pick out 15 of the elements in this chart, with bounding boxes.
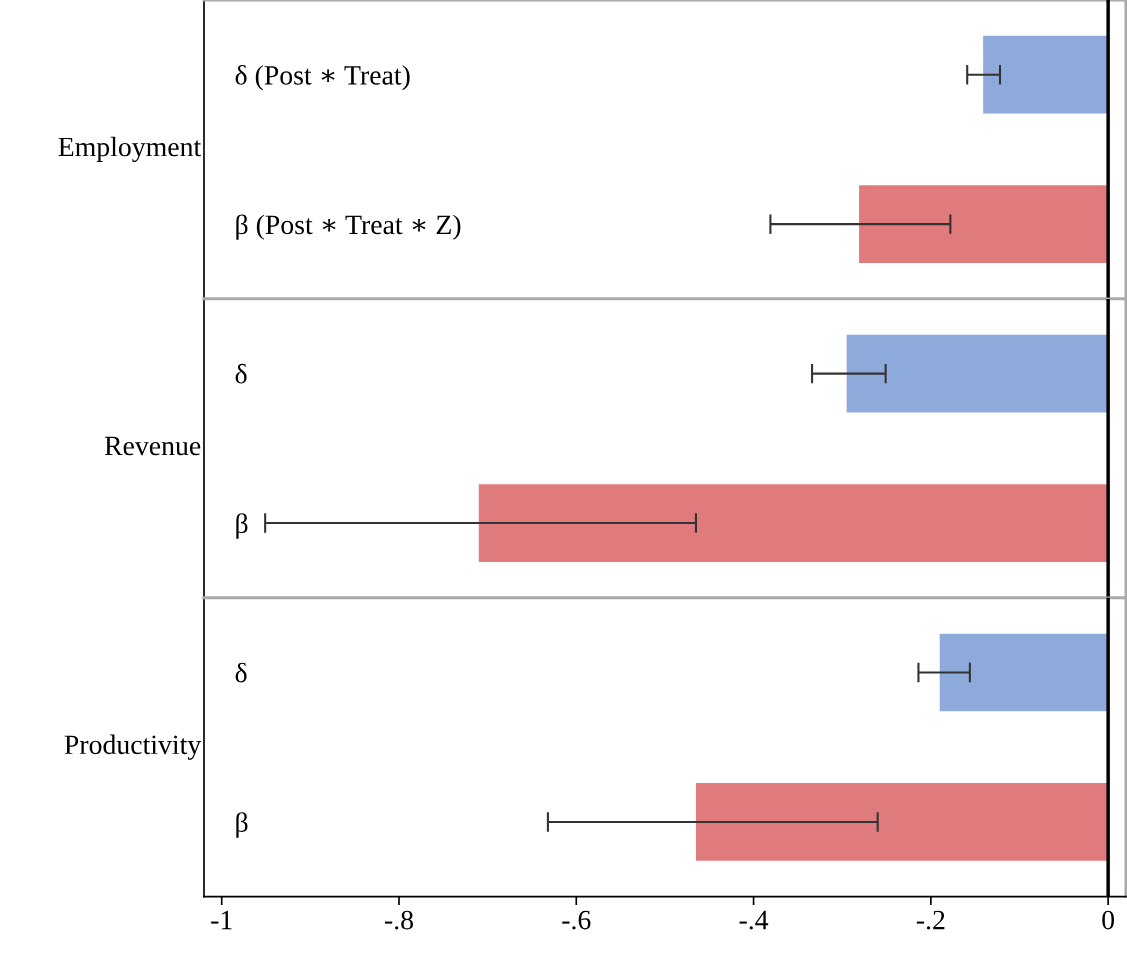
- y-axis-title: Productivity: [64, 734, 202, 760]
- y-tick-label: δ (Post ∗ Treat): [235, 65, 410, 91]
- x-tick-label: -.6: [562, 910, 591, 930]
- y-tick-label: β: [236, 812, 248, 838]
- y-axis-title: Revenue: [104, 436, 201, 456]
- x-tick-label: 0: [1102, 910, 1115, 930]
- x-tick-label: -.8: [384, 910, 413, 930]
- y-tick-label: β (Post ∗ Treat ∗ Z): [236, 214, 461, 240]
- y-tick-label: β: [236, 513, 248, 539]
- x-tick-label: -.4: [739, 910, 769, 930]
- x-tick-label: -.2: [916, 910, 945, 930]
- y-tick-label: δ: [235, 363, 247, 384]
- y-tick-label: δ: [235, 662, 247, 683]
- y-axis-title: Employment: [58, 136, 202, 163]
- x-tick-label: -1: [211, 910, 232, 930]
